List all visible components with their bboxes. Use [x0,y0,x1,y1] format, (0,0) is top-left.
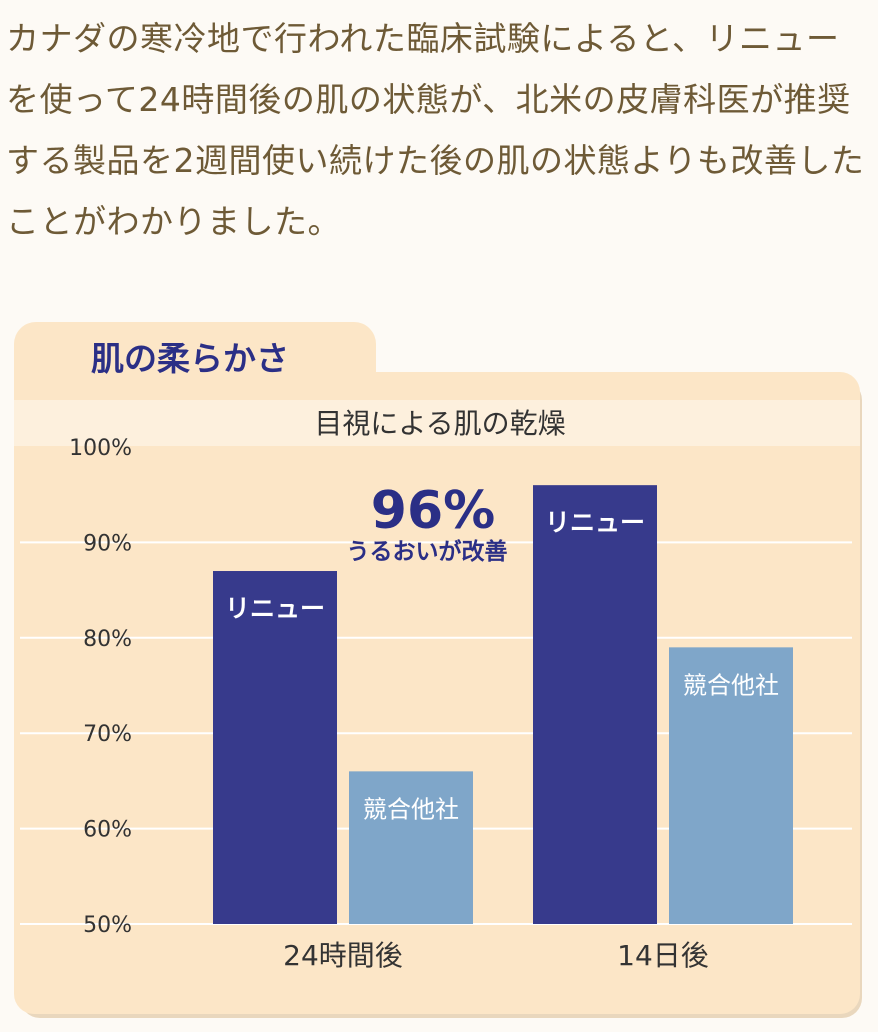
chart-title: 目視による肌の乾燥 [314,407,565,440]
x-category-label: 24時間後 [283,939,403,972]
y-tick-label: 70% [83,722,132,747]
y-tick-label: 100% [69,436,132,461]
x-axis-categories: 24時間後 14日後 [283,939,709,972]
y-axis-ticks: 100% 90% 80% 70% 60% 50% [69,436,132,938]
y-tick-label: 50% [83,913,132,938]
x-category-label: 14日後 [617,939,709,972]
callout-value: 96% [371,481,495,541]
bar-renew-2 [533,485,657,924]
bar-series-label: 競合他社 [363,795,459,823]
bar-competitor-2 [669,647,793,924]
panel-tab-title: 肌の柔らかさ [91,339,289,378]
bar-series-label: リニュー [545,508,645,537]
bar-series-label: 競合他社 [683,671,779,699]
intro-paragraph: カナダの寒冷地で行われた臨床試験によると、リニューを使って24時間後の肌の状態が… [6,19,865,241]
y-tick-label: 90% [83,531,132,556]
callout-text: うるおいが改善 [347,538,508,565]
bar-renew-1 [213,571,337,924]
bar-series-label: リニュー [225,594,325,623]
bar-competitor-1 [349,771,473,924]
y-tick-label: 80% [83,627,132,652]
y-tick-label: 60% [83,818,132,843]
chart-title-band [14,400,860,446]
